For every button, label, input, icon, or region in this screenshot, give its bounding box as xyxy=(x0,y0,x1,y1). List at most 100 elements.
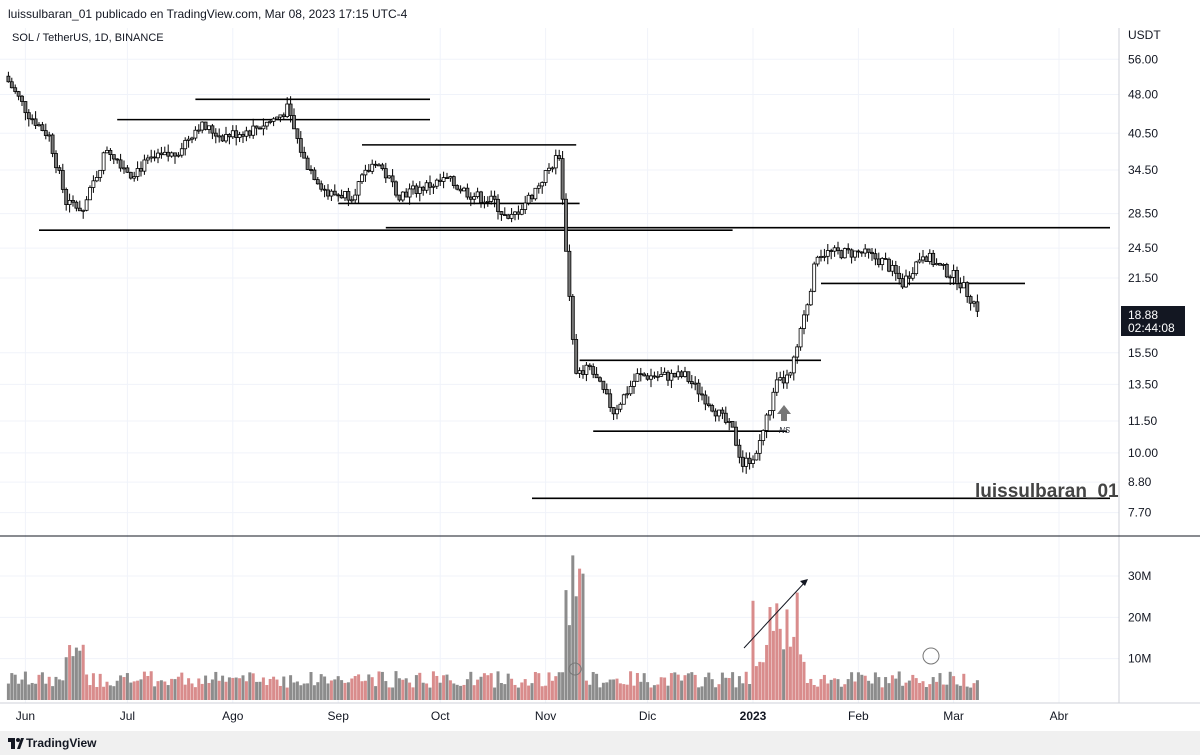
candle-body xyxy=(60,170,65,190)
volume-bar xyxy=(700,686,704,700)
volume-bar xyxy=(683,675,687,700)
candle-body xyxy=(887,258,891,272)
candle-body xyxy=(819,256,823,258)
volume-bar xyxy=(377,671,381,700)
candle-body xyxy=(207,125,211,130)
chart-canvas[interactable]: SOL / TetherUS, 1D, BINANCE NS USDT 56.0… xyxy=(0,28,1200,731)
candle-body xyxy=(128,171,133,179)
volume-bar xyxy=(595,673,599,700)
volume-bar xyxy=(805,682,809,700)
last-price-bg xyxy=(1121,306,1185,336)
volume-bar xyxy=(333,679,337,700)
candle-body xyxy=(676,371,681,378)
candle-body xyxy=(349,199,354,202)
candle-body xyxy=(132,176,137,179)
volume-bar xyxy=(513,684,517,700)
volume-axis-ticks: 30M 20M 10M xyxy=(1128,569,1151,666)
volume-bar xyxy=(520,682,524,700)
volume-bar xyxy=(472,685,476,700)
candlesticks xyxy=(6,71,980,474)
candle-body xyxy=(608,393,613,408)
volume-bar xyxy=(227,677,231,700)
candle-body xyxy=(244,130,249,137)
volume-bar xyxy=(955,684,959,700)
candle-body xyxy=(795,346,800,358)
volume-bar xyxy=(57,679,61,700)
volume-bar xyxy=(846,679,850,700)
volume-bar xyxy=(941,684,945,700)
volume-bar xyxy=(418,672,422,700)
volume-bar xyxy=(802,661,806,700)
ns-arrow-annotation[interactable]: NS xyxy=(777,405,791,435)
candle-body xyxy=(482,201,487,204)
footer-bar: TradingView xyxy=(0,731,1200,755)
volume-bar xyxy=(863,675,867,700)
candle-body xyxy=(496,198,500,212)
volume-bar xyxy=(200,683,204,700)
volume-bar xyxy=(601,682,605,700)
candle-body xyxy=(972,301,976,304)
volume-bar xyxy=(163,681,167,700)
volume-bar xyxy=(639,681,643,700)
candle-body xyxy=(965,282,970,297)
candle-body xyxy=(387,175,392,179)
candle-body xyxy=(547,167,551,171)
volume-bar xyxy=(309,672,313,700)
candle-body xyxy=(108,150,113,156)
time-label: 2023 xyxy=(740,709,767,723)
volume-bar xyxy=(629,671,633,700)
volume-tick: 30M xyxy=(1128,569,1151,583)
volume-bar xyxy=(445,674,449,700)
volume-bar xyxy=(132,681,136,700)
volume-bar xyxy=(659,677,663,700)
candle-body xyxy=(768,410,772,416)
candle-body xyxy=(254,125,259,129)
price-tick: 8.80 xyxy=(1128,475,1152,489)
volume-bar xyxy=(792,636,796,700)
candle-body xyxy=(366,169,371,172)
bar-countdown: 02:44:08 xyxy=(1128,321,1175,335)
time-label: Nov xyxy=(535,709,556,723)
candle-body xyxy=(900,278,905,288)
candle-body xyxy=(516,211,521,215)
volume-bar xyxy=(329,680,333,700)
volume-bar xyxy=(649,687,653,700)
volume-bar xyxy=(13,674,17,700)
volume-bar xyxy=(176,676,180,700)
candle-body xyxy=(693,382,698,385)
candle-body xyxy=(91,180,96,188)
volume-bar xyxy=(948,671,952,700)
candle-body xyxy=(281,114,286,117)
volume-bar xyxy=(20,679,24,700)
candle-body xyxy=(591,366,596,375)
candle-body xyxy=(271,118,276,122)
price-axis-ticks[interactable]: 56.00 48.00 40.50 34.50 28.50 24.50 21.50 15.50… xyxy=(1128,52,1158,519)
candle-body xyxy=(394,181,398,196)
candle-body xyxy=(285,103,290,117)
volume-bar xyxy=(608,679,612,700)
time-axis-labels[interactable]: Jun Jul Ago Sep Oct Nov Dic 2023 Feb Mar Abr xyxy=(16,709,1069,723)
volume-annotations[interactable] xyxy=(568,579,940,676)
volume-bar xyxy=(962,673,966,700)
time-label: Ago xyxy=(222,709,244,723)
volume-bar xyxy=(435,675,439,700)
candle-body xyxy=(955,270,959,284)
volume-bar xyxy=(727,677,731,700)
volume-bar xyxy=(476,679,480,700)
volume-bar xyxy=(102,686,106,700)
candle-body xyxy=(771,391,776,412)
volume-bar xyxy=(958,685,962,700)
candle-body xyxy=(217,135,222,138)
horizontal-levels[interactable] xyxy=(39,98,1110,500)
candle-body xyxy=(921,256,925,261)
candle-body xyxy=(632,380,636,387)
candle-body xyxy=(428,182,432,188)
candle-body xyxy=(227,134,232,138)
volume-bar xyxy=(924,687,928,700)
candle-body xyxy=(788,372,793,376)
volume-bar xyxy=(921,681,925,700)
candle-body xyxy=(666,371,670,381)
candle-body xyxy=(802,314,806,329)
candle-body xyxy=(842,248,847,259)
volume-bar xyxy=(278,685,282,700)
